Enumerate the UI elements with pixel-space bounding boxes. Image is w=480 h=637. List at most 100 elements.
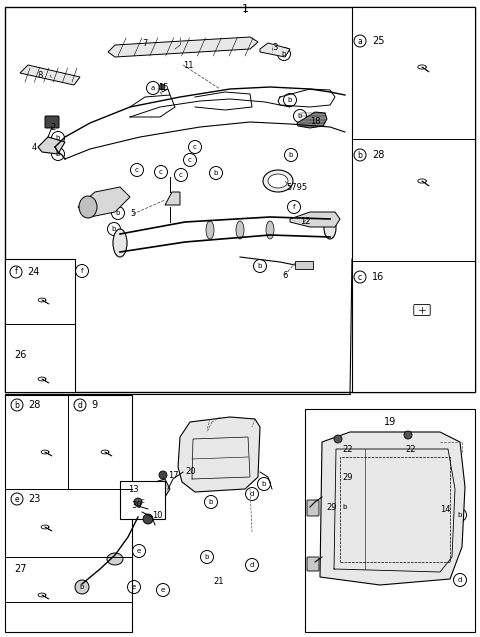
Text: b: b <box>343 504 347 510</box>
Text: e: e <box>137 548 141 554</box>
Text: b: b <box>112 226 116 232</box>
Text: 25: 25 <box>372 36 384 46</box>
Text: 29: 29 <box>342 473 352 482</box>
Text: 30: 30 <box>131 501 142 510</box>
Ellipse shape <box>268 174 288 188</box>
Ellipse shape <box>324 217 336 239</box>
Text: 3: 3 <box>272 43 277 52</box>
Circle shape <box>75 580 89 594</box>
Text: 16: 16 <box>372 272 384 282</box>
Text: 9: 9 <box>91 400 97 410</box>
Text: b: b <box>80 584 84 590</box>
Text: b: b <box>116 210 120 216</box>
Polygon shape <box>78 187 130 217</box>
Text: d: d <box>250 562 254 568</box>
Polygon shape <box>165 192 180 205</box>
Bar <box>120 481 165 519</box>
Text: f: f <box>293 204 295 210</box>
Text: b: b <box>258 263 262 269</box>
Text: 22: 22 <box>405 445 416 454</box>
Bar <box>5 259 75 392</box>
Ellipse shape <box>206 221 214 239</box>
Text: f: f <box>81 268 83 274</box>
Text: 5795: 5795 <box>286 182 307 192</box>
Text: f: f <box>14 268 17 276</box>
Text: 17: 17 <box>168 471 179 480</box>
Text: b: b <box>289 152 293 158</box>
Text: b: b <box>214 170 218 176</box>
Text: e: e <box>132 584 136 590</box>
Text: c: c <box>193 144 197 150</box>
Polygon shape <box>178 417 260 492</box>
Text: 27: 27 <box>14 564 26 574</box>
Text: 29: 29 <box>326 503 336 512</box>
Text: d: d <box>458 577 462 583</box>
Ellipse shape <box>107 553 123 565</box>
Text: b: b <box>358 150 362 159</box>
Bar <box>295 261 313 269</box>
Text: e: e <box>161 587 165 593</box>
Polygon shape <box>20 65 80 85</box>
Ellipse shape <box>236 221 244 239</box>
Ellipse shape <box>79 196 97 218</box>
Circle shape <box>334 435 342 443</box>
FancyBboxPatch shape <box>414 304 430 315</box>
Text: 28: 28 <box>372 150 384 160</box>
Text: 11: 11 <box>183 61 193 69</box>
Text: a: a <box>151 85 155 91</box>
Text: 6: 6 <box>282 271 288 280</box>
Bar <box>5 7 475 392</box>
Text: 19: 19 <box>384 417 396 427</box>
Bar <box>305 409 475 632</box>
Text: b: b <box>262 481 266 487</box>
Text: b: b <box>282 51 286 57</box>
Text: b: b <box>14 401 19 410</box>
Ellipse shape <box>263 170 293 192</box>
Text: 20: 20 <box>185 468 195 476</box>
Bar <box>5 395 132 632</box>
Text: c: c <box>135 167 139 173</box>
Polygon shape <box>320 432 465 585</box>
Text: c: c <box>179 172 183 178</box>
Text: 21: 21 <box>213 578 224 587</box>
Text: 13: 13 <box>128 485 139 494</box>
Text: c: c <box>159 169 163 175</box>
Circle shape <box>134 498 142 506</box>
Text: b: b <box>458 512 462 518</box>
Polygon shape <box>290 212 340 227</box>
Circle shape <box>159 84 165 90</box>
Circle shape <box>404 431 412 439</box>
Text: 18: 18 <box>310 117 321 125</box>
Polygon shape <box>297 112 327 128</box>
Polygon shape <box>148 479 170 502</box>
Text: b: b <box>205 554 209 560</box>
Ellipse shape <box>266 221 274 239</box>
FancyBboxPatch shape <box>45 116 59 128</box>
Polygon shape <box>38 137 65 154</box>
Text: 24: 24 <box>27 267 39 277</box>
Text: a: a <box>358 36 362 45</box>
FancyBboxPatch shape <box>307 500 319 516</box>
Text: d: d <box>250 491 254 497</box>
FancyBboxPatch shape <box>307 557 319 571</box>
Text: d: d <box>78 401 83 410</box>
Circle shape <box>159 471 167 479</box>
Polygon shape <box>260 43 290 57</box>
Text: 1: 1 <box>241 4 249 14</box>
Text: 7: 7 <box>142 38 147 48</box>
Text: 12: 12 <box>300 217 311 227</box>
Text: 22: 22 <box>342 445 352 454</box>
Text: c: c <box>358 273 362 282</box>
Bar <box>352 7 475 392</box>
Text: 26: 26 <box>14 350 26 360</box>
Text: b: b <box>56 151 60 157</box>
Ellipse shape <box>113 229 127 257</box>
Polygon shape <box>108 37 258 57</box>
Text: b: b <box>209 499 213 505</box>
Text: 8: 8 <box>37 71 42 80</box>
Text: b: b <box>298 113 302 119</box>
Text: 10: 10 <box>152 510 163 520</box>
Text: 15: 15 <box>158 83 168 92</box>
Text: b: b <box>56 135 60 141</box>
Text: b: b <box>288 97 292 103</box>
